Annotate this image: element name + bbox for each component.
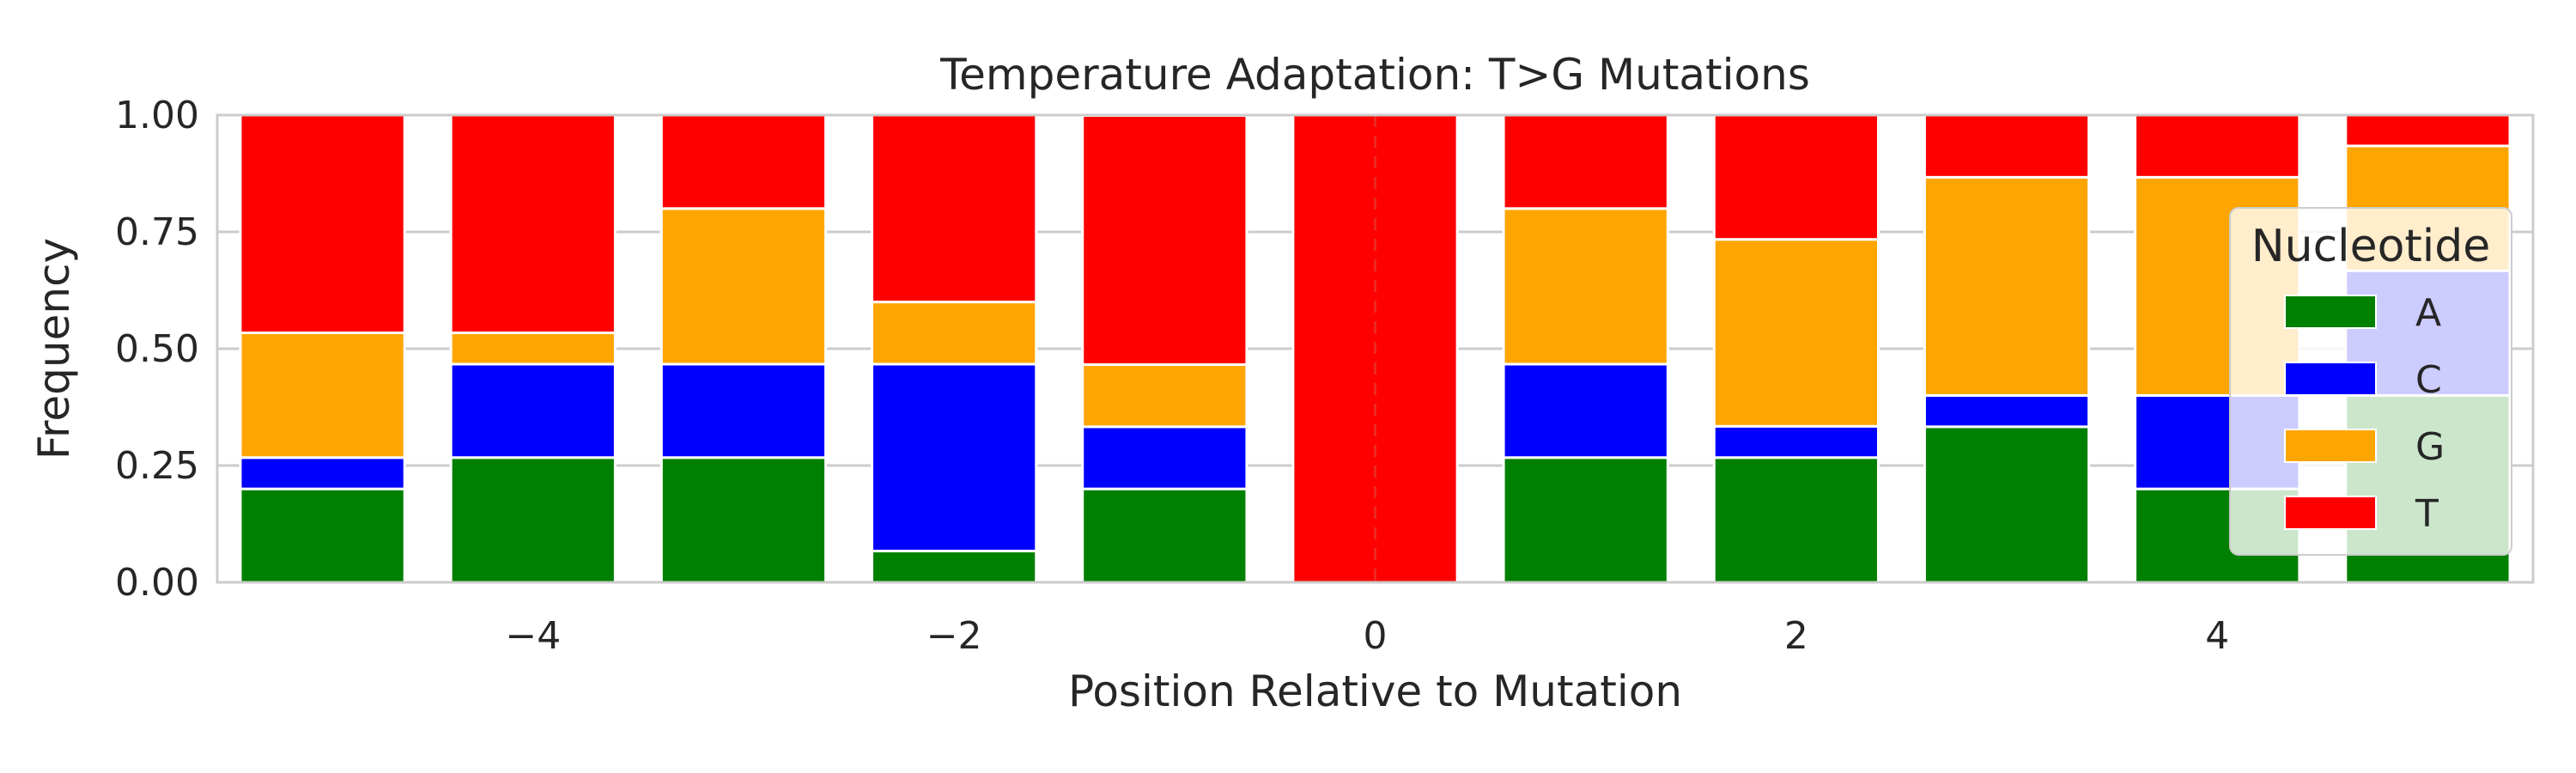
bar-A-pos--1 <box>1081 487 1249 584</box>
bar-T-pos-1 <box>1502 113 1669 210</box>
bar-T-pos-3 <box>1923 113 2091 179</box>
bar-T-pos-4 <box>2134 113 2301 179</box>
y-tick-label: 0.50 <box>115 327 199 371</box>
legend-swatch-G <box>2284 429 2377 463</box>
bar-A-pos-2 <box>1712 456 1880 584</box>
bar-C-pos--2 <box>871 362 1038 553</box>
bar-G-pos--3 <box>659 207 828 366</box>
y-tick-label: 0.25 <box>115 444 199 488</box>
x-tick-label: 2 <box>1784 614 1808 658</box>
bar-A-pos-1 <box>1502 456 1669 584</box>
bar-G-pos--2 <box>871 301 1038 366</box>
y-axis-label: Frequency <box>29 238 79 460</box>
legend-swatch-C <box>2284 362 2377 396</box>
legend-label-T: T <box>2415 492 2439 536</box>
bar-T-pos--3 <box>659 113 828 210</box>
legend-label-A: A <box>2415 291 2441 335</box>
bar-G-pos-1 <box>1502 207 1669 366</box>
x-axis-label: Position Relative to Mutation <box>1068 666 1682 716</box>
bar-T-pos-2 <box>1712 113 1880 241</box>
bar-T-pos--2 <box>871 113 1038 304</box>
bar-C-pos-2 <box>1712 424 1880 460</box>
bar-G-pos-3 <box>1923 175 2091 397</box>
bar-C-pos-1 <box>1502 362 1669 460</box>
legend-swatch-T <box>2284 496 2377 530</box>
bar-T-pos-5 <box>2344 113 2512 148</box>
bar-G-pos--5 <box>239 332 406 460</box>
bar-T-pos--5 <box>239 113 406 335</box>
bar-T-pos--4 <box>449 113 617 335</box>
bar-A-pos-3 <box>1923 425 2091 584</box>
bar-G-pos--1 <box>1081 362 1249 429</box>
legend-label-G: G <box>2415 425 2445 469</box>
y-tick-label: 0.00 <box>115 561 199 605</box>
bar-C-pos--3 <box>659 362 828 460</box>
legend-swatch-A <box>2284 295 2377 329</box>
bar-G-pos--4 <box>449 332 617 366</box>
bar-C-pos-3 <box>1923 393 2091 429</box>
y-tick-label: 1.00 <box>115 94 199 137</box>
bar-A-pos--4 <box>449 456 617 584</box>
x-tick-label: −2 <box>927 614 982 658</box>
bar-G-pos-2 <box>1712 238 1880 428</box>
bar-A-pos--3 <box>659 456 828 584</box>
bar-C-pos--4 <box>449 362 617 460</box>
x-tick-label: 0 <box>1364 614 1388 658</box>
legend-title: Nucleotide <box>2251 221 2491 272</box>
legend-label-C: C <box>2415 358 2442 402</box>
bar-C-pos--1 <box>1081 425 1249 490</box>
chart-title: Temperature Adaptation: T>G Mutations <box>939 50 1810 100</box>
bar-C-pos--5 <box>239 456 406 490</box>
tick-labels: −4 −2 0 2 4 0.00 0.25 0.50 0.75 1.00 <box>115 94 2229 658</box>
bar-A-pos--2 <box>871 550 1038 584</box>
plot-frame <box>216 113 2535 584</box>
y-tick-label: 0.75 <box>115 210 199 254</box>
bar-T-pos--1 <box>1081 114 1249 366</box>
x-tick-label: 4 <box>2205 614 2229 658</box>
bar-A-pos--5 <box>239 487 406 584</box>
x-tick-label: −4 <box>505 614 561 658</box>
